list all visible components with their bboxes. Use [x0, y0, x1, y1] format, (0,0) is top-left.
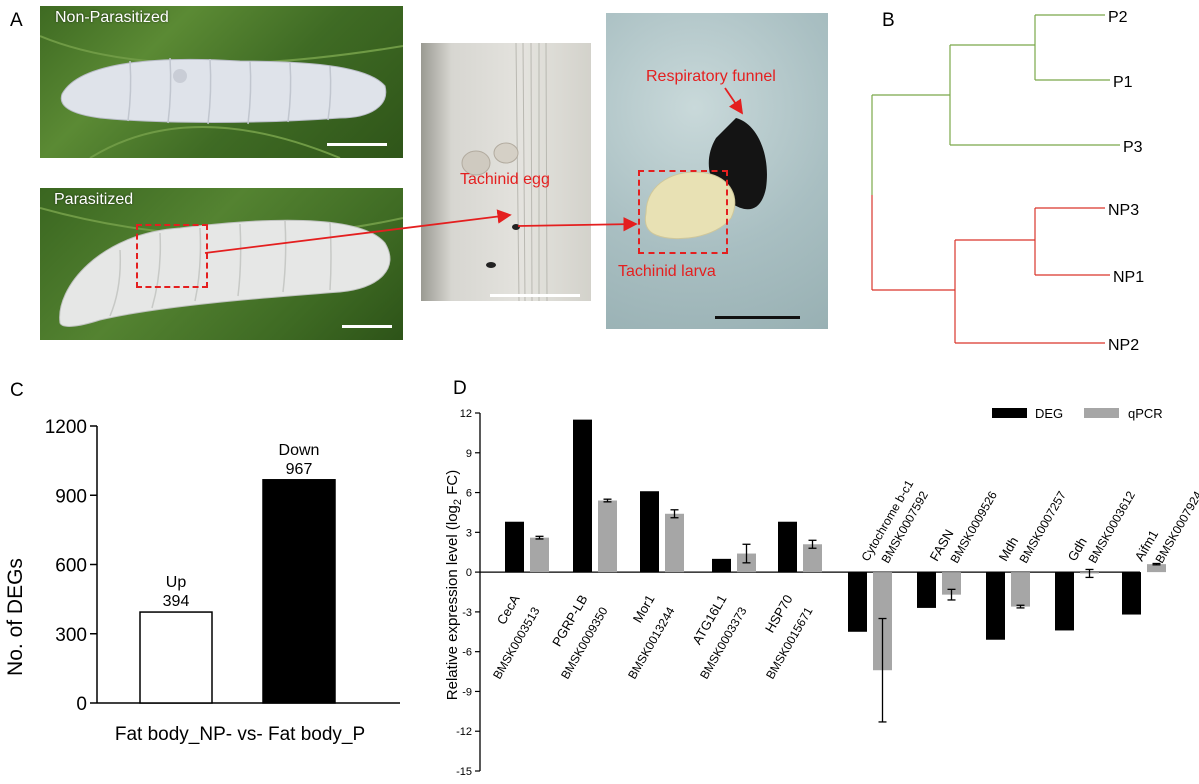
bar-deg-3 [712, 558, 731, 573]
leaf-label-np2: NP2 [1108, 337, 1139, 354]
chart-d-ytick-label-6: -6 [462, 647, 472, 659]
chart-d-ytick-label-7: -9 [462, 686, 472, 698]
parasitized-larva-photo [40, 188, 403, 340]
chart-d-ytick-label-5: -3 [462, 607, 472, 619]
nonparasitized-label: Non-Parasitized [55, 9, 169, 26]
bar-deg-2 [640, 491, 659, 573]
leaf-label-p1: P1 [1113, 74, 1133, 91]
bar-deg-0 [505, 521, 524, 573]
tachinid-egg-closeup-photo [421, 43, 591, 301]
chart-c-bar-value-1: 967 [286, 461, 313, 478]
chart-c-ytick-label-0: 0 [76, 694, 87, 715]
panel-letter-a: A [10, 10, 23, 31]
chart-c-ytick-label-1: 300 [55, 625, 87, 646]
bar-qpcr-2 [665, 513, 684, 573]
gene-id-label-9: BMSK0007924 [1152, 488, 1199, 565]
bar-deg-8 [1055, 572, 1074, 631]
gene-name-label-2: Mor1 [630, 592, 658, 625]
gene-id-label-8: BMSK0003612 [1085, 488, 1138, 565]
chart-d-ytick-label-2: 6 [466, 488, 472, 500]
bar-qpcr-1 [598, 500, 617, 573]
tachinid-larva-label: Tachinid larva [618, 263, 716, 280]
chart-c-xlabel: Fat body_NP- vs- Fat body_P [115, 724, 365, 745]
legend-swatch-qpcr [1084, 408, 1119, 418]
chart-d-ytick-label-1: 9 [466, 448, 472, 460]
chart-c-bar-category-0: Up [166, 574, 187, 591]
bar-deg-5 [848, 572, 867, 632]
annotation-arrows [204, 87, 744, 254]
leaf-label-p3: P3 [1123, 139, 1143, 156]
arrow-egg-to-closeup [204, 209, 512, 254]
legend-label-qpcr: qPCR [1128, 406, 1163, 421]
tachinid-egg-closeup-drawing [461, 43, 548, 301]
nonparasitized-larva-photo [40, 6, 403, 158]
arrow-closeup-to-larva [517, 217, 638, 232]
respiratory-funnel-label: Respiratory funnel [646, 68, 776, 85]
leaf-label-np3: NP3 [1108, 202, 1139, 219]
scale-bar-3 [490, 294, 580, 297]
legend-swatch-deg [992, 408, 1027, 418]
bar-qpcr-9 [1147, 564, 1166, 573]
chart-c-bar-down [262, 479, 336, 704]
legend-label-deg: DEG [1035, 406, 1063, 421]
arrow-respiratory-funnel [724, 87, 744, 115]
tachinid-larva-closeup-drawing [644, 118, 767, 240]
scale-bar-4 [715, 316, 800, 319]
bar-qpcr-4 [803, 544, 822, 573]
chart-d-ylabel-sub: 2 [452, 499, 464, 505]
chart-c-ytick-label-3: 900 [55, 486, 87, 507]
scale-bar-1 [327, 143, 387, 146]
chart-d-ytick-label-4: 0 [466, 567, 472, 579]
gene-id-label-6: BMSK0009526 [947, 488, 1000, 565]
leaf-label-p2: P2 [1108, 9, 1128, 26]
chart-c-bar-category-1: Down [279, 442, 320, 459]
tachinid-egg-label: Tachinid egg [460, 171, 550, 188]
bar-qpcr-6 [942, 572, 961, 595]
chart-c-ytick-label-2: 600 [55, 556, 87, 577]
deg-count-chart: No. of DEGs Fat body_NP- vs- Fat body_P … [4, 417, 400, 745]
scale-bar-2 [342, 325, 392, 328]
bar-qpcr-0 [530, 537, 549, 573]
leaf-label-np1: NP1 [1113, 269, 1144, 286]
bar-deg-7 [986, 572, 1005, 640]
bar-deg-4 [778, 521, 797, 573]
chart-c-ylabel: No. of DEGs [4, 558, 27, 676]
gene-id-label-7: BMSK0007257 [1016, 488, 1069, 565]
panel-letter-b: B [882, 10, 895, 31]
egg-region-box [136, 224, 208, 288]
chart-d-ylabel: Relative expression level (log2 FC) [444, 470, 464, 700]
chart-c-bar-up [139, 611, 213, 704]
bar-deg-1 [573, 419, 592, 573]
chart-d-ylabel-end: FC) [444, 470, 461, 499]
bar-deg-6 [917, 572, 936, 608]
chart-d-ylabel-main: Relative expression level (log [444, 505, 461, 700]
bar-qpcr-7 [1011, 572, 1030, 607]
chart-d-ytick-label-0: 12 [460, 408, 472, 420]
chart-c-bar-value-0: 394 [163, 593, 190, 610]
chart-d-ytick-label-8: -12 [456, 726, 472, 738]
chart-d-ytick-label-9: -15 [456, 766, 472, 778]
chart-c-ytick-label-4: 1200 [45, 417, 87, 438]
gene-name-label-0: CecA [494, 592, 523, 627]
chart-d-ytick-label-3: 3 [466, 527, 472, 539]
larva-region-box [638, 170, 728, 254]
parasitized-larva-drawing [40, 207, 403, 327]
clustering-dendrogram: P2 P1 P3 NP3 NP1 NP2 [871, 9, 1144, 354]
parasitized-label: Parasitized [54, 191, 134, 208]
panel-letter-d: D [453, 378, 467, 399]
panel-letter-c: C [10, 380, 24, 401]
nonparasitized-larva-drawing [40, 35, 403, 158]
qpcr-validation-chart: Relative expression level (log2 FC) 12 9 6… [444, 406, 1199, 778]
bar-deg-9 [1122, 572, 1141, 615]
